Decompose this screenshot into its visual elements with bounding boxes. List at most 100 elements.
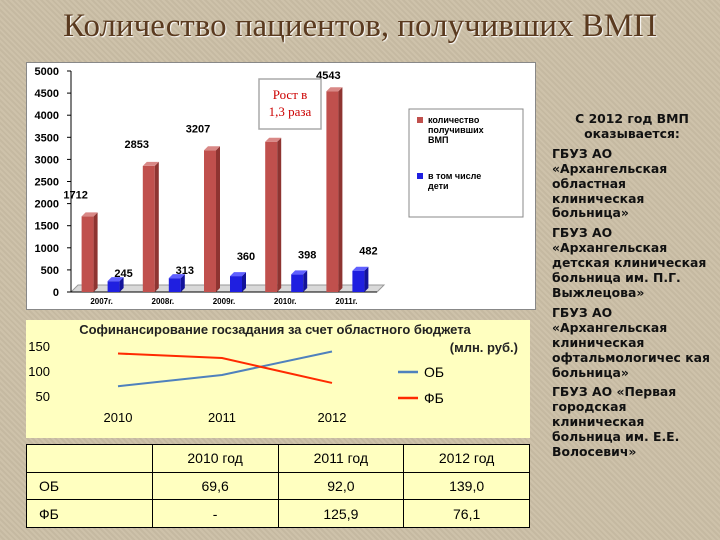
series-line bbox=[117, 352, 333, 384]
y-tick-label: 150 bbox=[28, 339, 50, 354]
bar-side bbox=[338, 87, 343, 292]
table-cell: 125,9 bbox=[277, 499, 405, 528]
y-tick-label: 500 bbox=[41, 265, 59, 277]
table-header-cell: 2010 год bbox=[151, 444, 279, 473]
data-label: 245 bbox=[114, 268, 132, 280]
x-tick-label: 2007г. bbox=[90, 297, 113, 306]
bar bbox=[230, 276, 242, 292]
data-label: 482 bbox=[359, 246, 377, 258]
bar bbox=[107, 281, 120, 292]
x-tick-label: 2011 bbox=[208, 410, 236, 425]
y-tick-label: 4500 bbox=[35, 88, 59, 100]
bar-top bbox=[204, 146, 220, 151]
bar bbox=[326, 91, 339, 292]
x-tick-label: 2010 bbox=[104, 410, 133, 425]
bar-top bbox=[326, 87, 343, 92]
data-label: 360 bbox=[237, 251, 255, 263]
y-tick-label: 3000 bbox=[35, 154, 59, 166]
bar-side bbox=[216, 146, 220, 292]
y-tick-label: 3500 bbox=[35, 132, 59, 144]
data-label: 2853 bbox=[125, 139, 149, 151]
bar-side bbox=[242, 272, 246, 292]
line-chart-panel: 50 100 150 2010 2011 2012 ОБ ФБ bbox=[26, 320, 530, 438]
bar bbox=[204, 150, 216, 292]
bar bbox=[142, 165, 155, 292]
bar-top bbox=[142, 161, 159, 166]
table-header-cell: 2012 год bbox=[403, 444, 530, 473]
hospital-item: ГБУЗ АО «Архангельская детская клиническ… bbox=[552, 225, 707, 300]
annotation-box bbox=[258, 78, 322, 130]
legend-swatch bbox=[417, 117, 423, 123]
funding-table: 2010 год 2011 год 2012 год ОБ 69,6 92,0 … bbox=[26, 444, 530, 528]
line-chart: 50 100 150 2010 2011 2012 ОБ ФБ bbox=[28, 339, 444, 425]
bar-side bbox=[154, 161, 159, 292]
bar bbox=[352, 270, 365, 292]
bar-top bbox=[291, 270, 308, 275]
data-label: 4543 bbox=[316, 70, 340, 82]
data-label: 3207 bbox=[186, 123, 210, 135]
x-tick-label: 2010г. bbox=[274, 297, 297, 306]
table-row: ОБ 69,6 92,0 139,0 bbox=[26, 471, 530, 501]
bar-side bbox=[119, 277, 124, 292]
bar-side bbox=[180, 274, 185, 292]
x-tick-label: 2011г. bbox=[335, 297, 357, 306]
y-tick-label: 2000 bbox=[35, 199, 59, 211]
x-tick-label: 2012 bbox=[318, 410, 347, 425]
legend-label: ВМП bbox=[428, 135, 448, 145]
bar-side bbox=[277, 137, 282, 292]
bar-top bbox=[230, 272, 246, 277]
table-header-row: 2010 год 2011 год 2012 год bbox=[26, 444, 530, 473]
y-tick-label: 0 bbox=[53, 287, 59, 299]
bar bbox=[81, 216, 94, 292]
hospital-item: ГБУЗ АО «Первая городская клиническая бо… bbox=[552, 384, 680, 460]
table-header-cell: 2011 год bbox=[277, 444, 405, 473]
page-title: Количество пациентов, получивших ВМП bbox=[63, 8, 657, 44]
table-cell: - bbox=[151, 499, 279, 528]
bar-side bbox=[364, 266, 369, 292]
legend-label: в том числе bbox=[428, 171, 481, 181]
data-label: 313 bbox=[176, 265, 194, 277]
table-header-cell bbox=[26, 444, 153, 473]
table-row: ФБ - 125,9 76,1 bbox=[26, 499, 530, 528]
table-cell: 69,6 bbox=[151, 471, 279, 501]
bar-side bbox=[303, 270, 308, 292]
y-tick-label: 4000 bbox=[35, 110, 59, 122]
growth-annotation: Рост в 1,3 раза bbox=[258, 78, 322, 130]
bar-top bbox=[107, 277, 124, 282]
line-chart-title: Софинансирование госзадания за счет обла… bbox=[79, 322, 471, 337]
table-cell: 139,0 bbox=[403, 471, 530, 501]
hospital-list: С 2012 год ВМП оказывается: ГБУЗ АО «Арх… bbox=[552, 111, 712, 465]
table-row-label: ОБ bbox=[26, 471, 153, 501]
x-tick-label: 2009г. bbox=[213, 297, 236, 306]
legend-label: ОБ bbox=[424, 364, 444, 380]
table-cell: 92,0 bbox=[277, 471, 405, 501]
legend-box bbox=[408, 108, 524, 218]
y-tick-label: 50 bbox=[36, 389, 50, 404]
hospital-item: ГБУЗ АО «Архангельская клиническая офтал… bbox=[552, 304, 710, 380]
series-line bbox=[117, 350, 333, 388]
y-tick-label: 5000 bbox=[35, 66, 59, 78]
y-tick-label: 1500 bbox=[35, 221, 59, 233]
annotation-text: 1,3 раза bbox=[269, 104, 312, 119]
hospital-list-heading: С 2012 год ВМП оказывается: bbox=[575, 111, 689, 141]
bar-chart-panel: 0 500 1000 1500 2000 2500 3000 3500 4000 4500 5000… bbox=[26, 62, 536, 310]
legend-label: получивших bbox=[428, 125, 484, 135]
legend-swatch bbox=[417, 173, 423, 179]
bar-top bbox=[168, 274, 185, 279]
data-label: 398 bbox=[298, 249, 316, 261]
data-label: 1712 bbox=[63, 189, 87, 201]
y-tick-label: 100 bbox=[28, 364, 50, 379]
legend-label: дети bbox=[428, 181, 449, 191]
bar-side bbox=[93, 212, 98, 292]
bar-chart: 0 500 1000 1500 2000 2500 3000 3500 4000 4500 5000… bbox=[35, 66, 524, 306]
x-tick-label: 2008г. bbox=[152, 297, 175, 306]
y-tick-label: 2500 bbox=[35, 177, 59, 189]
bar-top bbox=[81, 212, 98, 217]
annotation-text: Рост в bbox=[273, 87, 308, 102]
legend-label: количество bbox=[428, 115, 480, 125]
y-tick-label: 1000 bbox=[35, 243, 59, 255]
legend-label: ФБ bbox=[424, 390, 444, 406]
bar-top bbox=[265, 137, 282, 142]
bar bbox=[168, 278, 181, 292]
line-chart-units: (млн. руб.) bbox=[449, 340, 518, 355]
